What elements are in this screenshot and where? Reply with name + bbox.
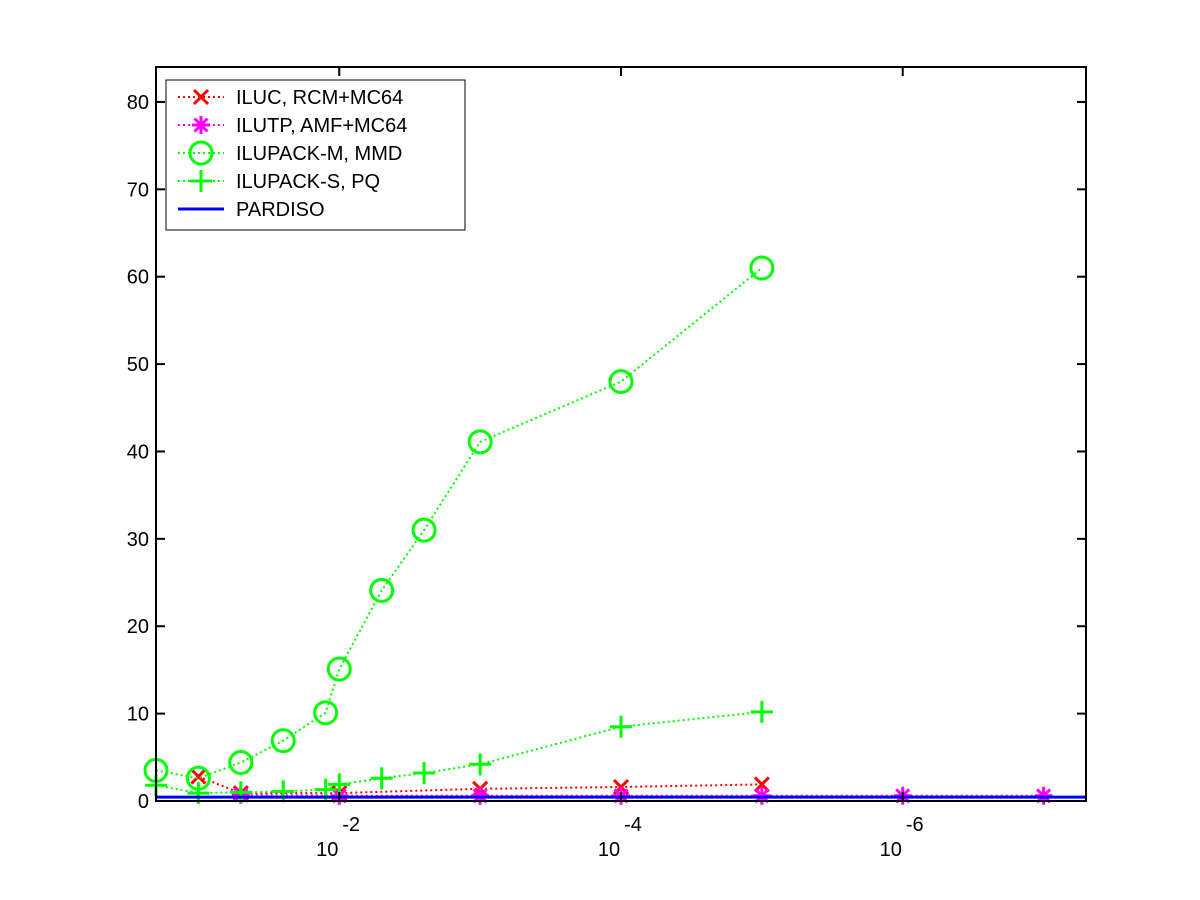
legend-label-iluc-rcm-mc64: ILUC, RCM+MC64 xyxy=(236,87,403,109)
series-line-ilupack-m-mmd xyxy=(155,267,763,780)
legend-label-ilupack-m-mmd: ILUPACK-M, MMD xyxy=(236,143,402,165)
y-tick-label-40: 40 xyxy=(127,441,149,463)
legend-swatch-marker-ilupack-m-mmd xyxy=(188,140,214,166)
legend-box xyxy=(165,79,466,231)
y-tick-label-10: 10 xyxy=(127,704,149,726)
plot-frame xyxy=(155,66,1087,802)
x-tick-label-base-2: 10 xyxy=(880,839,902,861)
y-tick-label-60: 60 xyxy=(127,267,149,289)
data-point-ilupack-m-mmd-9 xyxy=(608,369,634,395)
x-tick-label-base-1: 10 xyxy=(598,839,620,861)
x-tick-label-exponent-0: -2 xyxy=(342,814,360,836)
data-point-ilupack-m-mmd-2 xyxy=(228,750,254,776)
data-point-ilupack-m-mmd-7 xyxy=(411,517,437,543)
y-tick-label-20: 20 xyxy=(127,616,149,638)
legend-label-pardiso: PARDISO xyxy=(236,199,325,221)
legend-swatch-marker-ilutp-amf-mc64-stroke-4 xyxy=(193,117,209,133)
data-point-iluc-rcm-mc64-0-stroke-2 xyxy=(190,768,207,785)
legend-entry-ilutp-amf-mc64: ILUTP, AMF+MC64 xyxy=(178,115,407,137)
data-point-iluc-rcm-mc64-0 xyxy=(190,768,207,785)
legend-label-ilupack-s-pq: ILUPACK-S, PQ xyxy=(236,171,380,193)
data-point-ilupack-s-pq-10 xyxy=(750,700,773,723)
x-tick-label-exponent-1: -4 xyxy=(624,814,642,836)
legend-entry-iluc-rcm-mc64: ILUC, RCM+MC64 xyxy=(178,87,403,109)
data-point-ilupack-m-mmd-8 xyxy=(467,429,493,455)
data-point-ilupack-m-mmd-4 xyxy=(313,700,339,726)
data-point-ilupack-s-pq-8 xyxy=(469,753,492,776)
y-tick-label-30: 30 xyxy=(127,529,149,551)
data-point-ilupack-s-pq-5 xyxy=(328,773,351,796)
legend-entry-ilupack-m-mmd: ILUPACK-M, MMD xyxy=(178,140,402,166)
legend-swatch-marker-iluc-rcm-mc64 xyxy=(192,88,210,106)
legend-label-ilutp-amf-mc64: ILUTP, AMF+MC64 xyxy=(236,115,407,137)
legend-swatch-marker-iluc-rcm-mc64-stroke-2 xyxy=(192,88,210,106)
data-point-ilupack-s-pq-2 xyxy=(229,781,252,804)
y-tick-label-50: 50 xyxy=(127,354,149,376)
legend-entry-ilupack-s-pq: ILUPACK-S, PQ xyxy=(178,170,380,193)
data-point-ilupack-s-pq-7 xyxy=(413,762,436,785)
legend-entry-pardiso: PARDISO xyxy=(178,199,325,221)
y-tick-label-70: 70 xyxy=(127,179,149,201)
data-point-ilupack-m-mmd-10 xyxy=(749,255,775,281)
y-tick-label-0: 0 xyxy=(138,791,149,813)
legend: ILUC, RCM+MC64 ILUTP, AMF+MC64 ILUPACK-M, … xyxy=(165,79,466,231)
legend-swatch-marker-ilupack-s-pq xyxy=(190,170,212,192)
x-tick-label-base-0: 10 xyxy=(316,839,338,861)
data-point-ilupack-s-pq-9 xyxy=(610,715,632,738)
data-point-ilupack-s-pq-3 xyxy=(272,780,295,803)
y-tick-label-80: 80 xyxy=(127,92,149,114)
legend-swatch-marker-ilutp-amf-mc64 xyxy=(192,116,210,134)
data-point-ilupack-m-mmd-6 xyxy=(369,577,395,603)
data-point-ilupack-s-pq-6 xyxy=(370,767,393,790)
data-point-ilupack-m-mmd-5 xyxy=(326,656,352,682)
data-point-ilupack-m-mmd-3 xyxy=(270,728,296,754)
x-tick-label-exponent-2: -6 xyxy=(906,814,924,836)
